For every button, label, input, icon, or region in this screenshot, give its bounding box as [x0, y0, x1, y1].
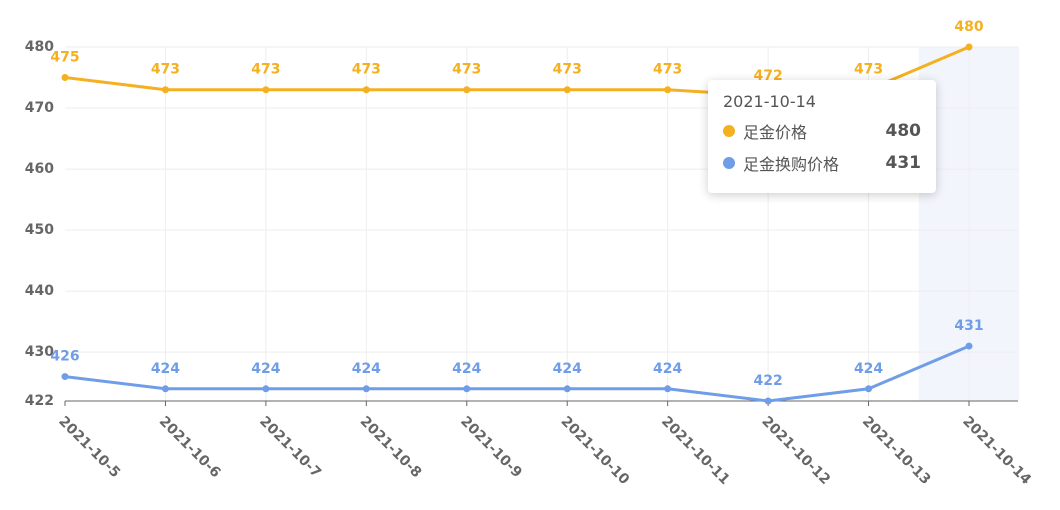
x-tick-label: 2021-10-6	[156, 413, 224, 481]
x-tick-label: 2021-10-12	[758, 413, 833, 488]
tooltip-dot	[723, 157, 735, 169]
data-point	[262, 385, 270, 393]
value-label: 431	[954, 318, 983, 334]
tooltip-series-name: 足金换购价格	[743, 155, 840, 174]
y-tick-label: 430	[25, 344, 54, 360]
data-point	[262, 86, 270, 94]
data-point	[161, 385, 169, 393]
data-point	[61, 74, 69, 82]
x-tick-label: 2021-10-5	[55, 413, 123, 481]
value-label: 424	[854, 361, 883, 377]
value-label: 473	[452, 62, 481, 78]
value-label: 424	[452, 361, 481, 377]
tooltip-series-name: 足金价格	[743, 123, 808, 142]
data-point	[965, 43, 973, 51]
x-tick-label: 2021-10-9	[457, 413, 525, 481]
data-point	[664, 385, 672, 393]
data-point	[664, 86, 672, 94]
value-label: 422	[753, 373, 782, 389]
data-point	[463, 385, 471, 393]
x-tick-label: 2021-10-13	[859, 413, 934, 488]
tooltip-dot	[723, 125, 735, 137]
data-point	[865, 385, 873, 393]
data-point	[161, 86, 169, 94]
x-tick-label: 2021-10-10	[558, 413, 633, 488]
data-point	[61, 373, 69, 381]
data-point	[362, 86, 370, 94]
data-point	[764, 397, 772, 405]
x-tick-label: 2021-10-8	[357, 413, 425, 481]
series-line	[64, 344, 970, 403]
value-label: 473	[151, 62, 180, 78]
tooltip: 2021-10-14 足金价格 480 足金换购价格 431	[708, 80, 936, 193]
y-tick-label: 480	[25, 39, 54, 55]
data-point	[965, 342, 973, 350]
x-tick-label: 2021-10-11	[658, 413, 733, 488]
tooltip-value: 431	[885, 153, 922, 173]
value-label: 424	[653, 361, 682, 377]
y-tick-label: 460	[25, 161, 54, 177]
y-tick-label: 422	[25, 393, 54, 409]
value-label: 424	[352, 361, 381, 377]
value-label: 473	[653, 62, 682, 78]
value-label: 472	[753, 68, 782, 84]
x-tick-label: 2021-10-7	[256, 413, 324, 481]
data-point	[463, 86, 471, 94]
tooltip-value: 480	[885, 121, 922, 141]
value-label: 426	[50, 349, 79, 365]
data-point	[362, 385, 370, 393]
data-point	[563, 86, 571, 94]
y-tick-label: 470	[25, 100, 54, 116]
value-label: 473	[352, 62, 381, 78]
value-label: 475	[50, 50, 79, 66]
value-label: 424	[151, 361, 180, 377]
tooltip-title: 2021-10-14	[723, 92, 816, 111]
data-point	[563, 385, 571, 393]
tooltip-row: 足金价格 480	[723, 119, 921, 143]
value-label: 424	[553, 361, 582, 377]
value-label: 473	[854, 62, 883, 78]
tooltip-row: 足金换购价格 431	[723, 151, 921, 175]
x-tick-label: 2021-10-14	[959, 413, 1034, 488]
value-label: 424	[251, 361, 280, 377]
y-tick-label: 450	[25, 222, 54, 238]
y-tick-label: 440	[25, 283, 54, 299]
value-label: 480	[954, 19, 983, 35]
value-label: 473	[251, 62, 280, 78]
value-label: 473	[553, 62, 582, 78]
